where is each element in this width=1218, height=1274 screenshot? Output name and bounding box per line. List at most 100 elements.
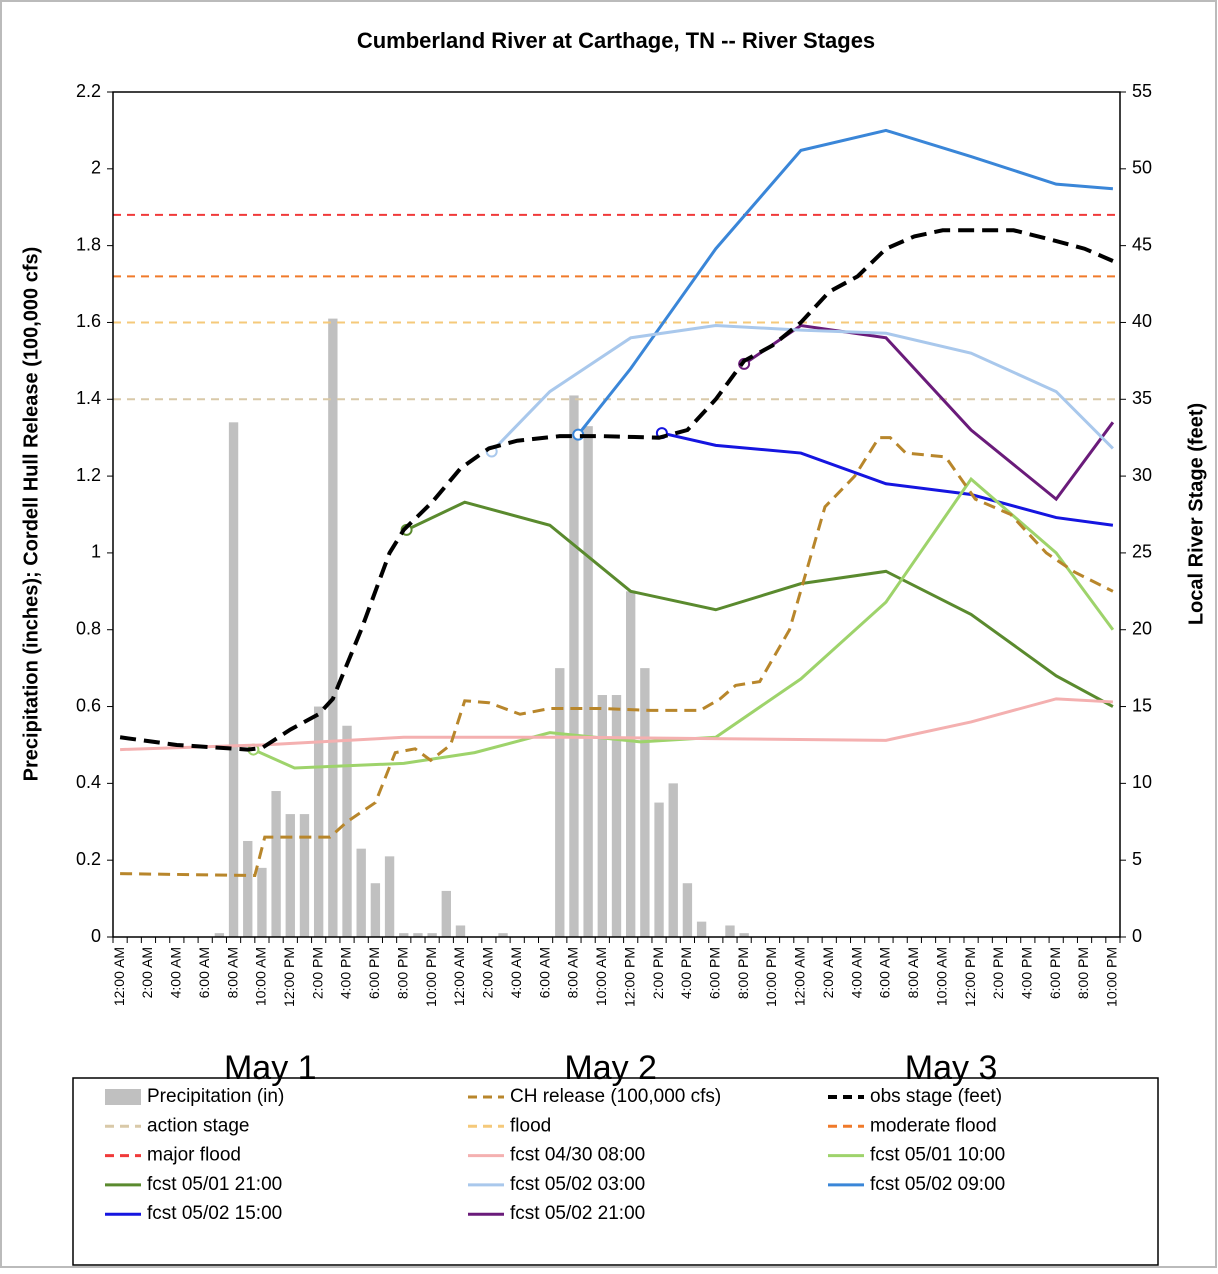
y2-tick-label: 30: [1132, 465, 1152, 485]
bar: [555, 668, 565, 937]
x-tick-label: 4:00 AM: [508, 947, 524, 998]
y2-tick-label: 20: [1132, 618, 1152, 638]
legend-label: fcst 05/02 21:00: [510, 1203, 645, 1224]
x-tick-label: 10:00 AM: [933, 947, 949, 1006]
bar: [739, 933, 749, 937]
series-line: [119, 228, 1114, 752]
y2-tick-label: 35: [1132, 388, 1152, 408]
y2-tick-label: 45: [1132, 234, 1152, 254]
bar: [243, 840, 253, 937]
bar: [271, 791, 281, 937]
legend-label: action stage: [147, 1115, 249, 1136]
series-line: [120, 436, 1114, 878]
bar: [696, 921, 707, 937]
bar: [356, 848, 366, 937]
bar: [285, 814, 295, 937]
bar: [328, 318, 338, 937]
legend-label: major flood: [147, 1145, 241, 1166]
x-tick-label: 2:00 PM: [990, 947, 1006, 999]
y-tick-label: 0: [91, 926, 101, 946]
x-tick-label: 2:00 AM: [139, 947, 155, 998]
legend: [72, 1077, 1159, 1266]
x-tick-label: 4:00 PM: [338, 947, 354, 999]
day-label: May 2: [564, 1049, 657, 1087]
x-tick-label: 4:00 AM: [168, 947, 184, 998]
y-tick-label: 1.6: [76, 311, 101, 331]
series-line: [577, 128, 1114, 436]
x-tick-label: 6:00 PM: [1047, 947, 1063, 999]
y-tick-label: 2.2: [76, 81, 101, 101]
day-label: May 3: [905, 1049, 998, 1087]
legend-label: fcst 05/01 10:00: [870, 1145, 1005, 1166]
x-tick-label: 6:00 PM: [706, 947, 722, 999]
y2-tick-label: 15: [1132, 695, 1152, 715]
chart-title: Cumberland River at Carthage, TN -- Rive…: [357, 28, 875, 53]
x-tick-label: 12:00 PM: [281, 947, 297, 1007]
x-tick-label: 10:00 AM: [253, 947, 269, 1006]
legend-label: CH release (100,000 cfs): [510, 1086, 721, 1107]
x-tick-label: 8:00 PM: [735, 947, 751, 999]
y2-tick-label: 25: [1132, 542, 1152, 562]
plot-area: [112, 91, 1121, 938]
x-tick-label: 12:00 AM: [792, 947, 808, 1006]
bar: [228, 422, 239, 937]
x-tick-label: 2:00 AM: [480, 947, 496, 998]
x-tick-label: 10:00 PM: [763, 947, 779, 1007]
x-tick-label: 10:00 AM: [593, 947, 609, 1006]
bar: [313, 706, 324, 937]
x-tick-label: 2:00 PM: [650, 947, 666, 999]
bar: [682, 883, 693, 937]
bar: [569, 395, 579, 937]
bar: [370, 883, 381, 937]
y-tick-label: 0.2: [76, 849, 101, 869]
x-tick-label: 6:00 AM: [196, 947, 212, 998]
y-tick-label: 0.8: [76, 618, 101, 638]
bar: [640, 668, 650, 937]
x-tick-label: 12:00 PM: [962, 947, 978, 1007]
x-tick-label: 2:00 AM: [820, 947, 836, 998]
legend-label: moderate flood: [870, 1115, 997, 1136]
x-tick-label: 8:00 PM: [394, 947, 410, 999]
y2-tick-label: 50: [1132, 158, 1152, 178]
bar: [583, 426, 593, 937]
series-line: [661, 431, 1114, 527]
y-tick-label: 0.4: [76, 772, 101, 792]
x-tick-label: 6:00 AM: [536, 947, 552, 998]
bar: [384, 856, 395, 937]
x-tick-label: 12:00 AM: [451, 947, 467, 1006]
x-tick-label: 6:00 AM: [877, 947, 893, 998]
y-axis-label: Precipitation (inches); Cordell Hull Rel…: [20, 247, 42, 782]
bar: [257, 867, 267, 937]
x-tick-label: 8:00 PM: [1075, 947, 1091, 999]
day-label: May 1: [224, 1049, 317, 1087]
x-tick-label: 4:00 PM: [678, 947, 694, 999]
y2-axis-label: Local River Stage (feet): [1185, 403, 1207, 625]
bar: [214, 933, 225, 937]
y-tick-label: 2: [91, 158, 101, 178]
x-tick-label: 2:00 PM: [309, 947, 325, 999]
bar: [299, 814, 310, 937]
x-tick-label: 4:00 AM: [848, 947, 864, 998]
x-tick-label: 12:00 PM: [621, 947, 637, 1007]
x-tick-label: 4:00 PM: [1019, 947, 1035, 999]
bar: [455, 925, 466, 937]
bar: [441, 890, 451, 937]
legend-label: obs stage (feet): [870, 1086, 1002, 1107]
bar: [654, 802, 664, 937]
y2-tick-label: 55: [1132, 81, 1152, 101]
legend-label: fcst 05/02 03:00: [510, 1174, 645, 1195]
bar: [498, 933, 508, 937]
y2-tick-label: 40: [1132, 311, 1152, 331]
legend-label: fcst 05/01 21:00: [147, 1174, 282, 1195]
y-tick-label: 1.2: [76, 465, 101, 485]
bar: [427, 933, 437, 937]
legend-label: Precipitation (in): [147, 1086, 284, 1107]
x-tick-label: 8:00 AM: [905, 947, 921, 998]
legend-label: fcst 05/02 09:00: [870, 1174, 1005, 1195]
legend-label: flood: [510, 1115, 551, 1136]
bar: [413, 933, 423, 937]
x-tick-label: 8:00 AM: [565, 947, 581, 998]
bar: [725, 925, 735, 937]
